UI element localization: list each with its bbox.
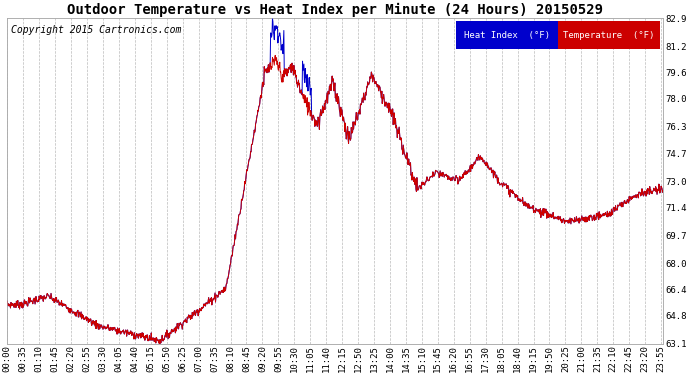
Text: Copyright 2015 Cartronics.com: Copyright 2015 Cartronics.com xyxy=(10,25,181,34)
FancyBboxPatch shape xyxy=(558,21,660,49)
FancyBboxPatch shape xyxy=(456,21,558,49)
Text: Heat Index  (°F): Heat Index (°F) xyxy=(464,31,550,40)
Text: Temperature  (°F): Temperature (°F) xyxy=(563,31,655,40)
Title: Outdoor Temperature vs Heat Index per Minute (24 Hours) 20150529: Outdoor Temperature vs Heat Index per Mi… xyxy=(67,3,603,17)
